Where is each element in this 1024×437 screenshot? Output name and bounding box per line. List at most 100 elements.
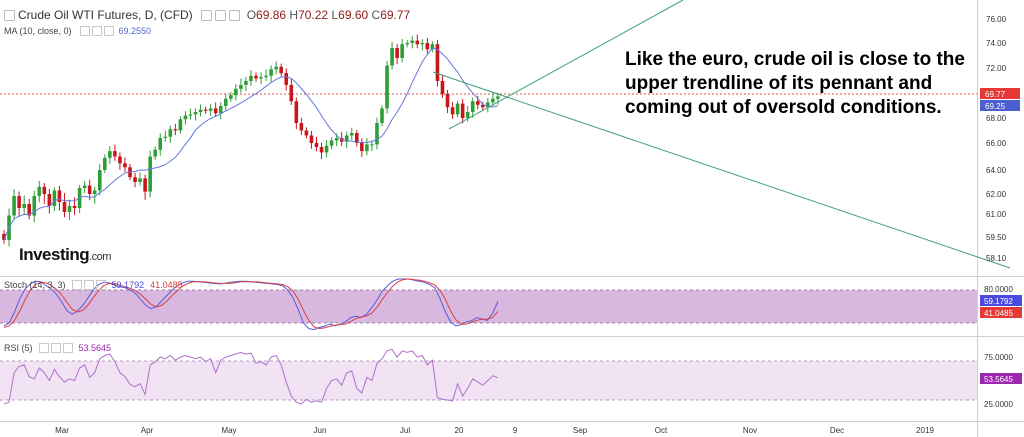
candle-body: [67, 206, 72, 212]
rsi-label: RSI (5): [4, 343, 33, 353]
moving-average-line: [3, 47, 499, 241]
candle-body: [97, 170, 102, 191]
candle-body: [22, 204, 26, 208]
rsi-settings-icon[interactable]: [50, 343, 61, 353]
candle-body: [37, 186, 42, 196]
candle-body: [491, 98, 495, 103]
candle-body: [486, 102, 490, 108]
candle-body: [218, 106, 223, 114]
candle-body: [229, 95, 233, 99]
candle-body: [173, 129, 178, 131]
candle-body: [289, 84, 294, 102]
candle-body: [62, 202, 67, 212]
candle-body: [188, 114, 193, 116]
candle-body: [294, 101, 299, 123]
time-tick-label: 2019: [916, 426, 934, 435]
price-tick-label: 72.00: [986, 64, 1007, 73]
time-tick-label: May: [221, 426, 236, 435]
rsi-tag: 53.5645: [984, 375, 1013, 384]
rsi-close-icon[interactable]: [62, 343, 73, 353]
candle-body: [400, 44, 404, 58]
time-tick-label: 9: [513, 426, 518, 435]
candle-body: [168, 129, 173, 137]
candle-body: [213, 108, 218, 114]
candle-body: [390, 48, 394, 66]
rsi-value: 53.5645: [78, 343, 112, 353]
price-tick-label: 74.00: [986, 39, 1007, 48]
instrument-title: Crude Oil WTI Futures, D, (CFD): [18, 8, 193, 22]
candle-body: [223, 98, 228, 106]
candle-body: [244, 81, 248, 85]
candle-body: [324, 145, 329, 153]
candle-body: [304, 130, 309, 136]
ma-close-icon[interactable]: [103, 26, 114, 36]
candle-body: [481, 104, 485, 108]
last-price-tag: 69.77: [985, 90, 1006, 99]
candle-body: [455, 103, 460, 115]
candle-body: [329, 140, 334, 146]
candle-body: [465, 112, 470, 118]
settings-icon[interactable]: [200, 9, 212, 21]
candle-body: [314, 143, 319, 148]
ma-eye-icon[interactable]: [79, 26, 90, 36]
collapse-icon[interactable]: [4, 9, 15, 21]
candle-body: [425, 43, 430, 50]
price-tick-label: 64.00: [986, 166, 1007, 175]
candle-body: [82, 185, 87, 188]
candle-body: [470, 101, 475, 112]
candle-body: [344, 135, 349, 142]
candle-body: [360, 143, 364, 152]
price-tick-label: 76.00: [986, 15, 1007, 24]
stoch-d-line: [3, 278, 499, 330]
candle-body: [57, 190, 62, 202]
stoch-eye-icon[interactable]: [71, 280, 82, 290]
stoch-k-tag-bg: [980, 295, 1022, 306]
ma-settings-icon[interactable]: [91, 26, 102, 36]
candle-body: [203, 109, 208, 111]
candle-body: [420, 43, 425, 45]
stoch-close-icon[interactable]: [95, 280, 106, 290]
price-tick-label: 58.10: [986, 254, 1007, 263]
time-tick-label: Oct: [655, 426, 668, 435]
stoch-d-value: 41.0485: [150, 280, 183, 290]
rsi-eye-icon[interactable]: [38, 343, 49, 353]
candle-body: [234, 88, 238, 96]
rsi-legend: RSI (5) 53.5645: [4, 343, 111, 353]
eye-icon[interactable]: [214, 9, 226, 21]
candle-body: [108, 151, 112, 158]
candle-body: [355, 133, 359, 143]
candle-body: [254, 75, 258, 79]
candle-body: [113, 151, 117, 157]
pennant-upper-trendline: [432, 71, 1011, 269]
candle-body: [430, 44, 435, 50]
candle-body: [143, 178, 147, 192]
stoch-settings-icon[interactable]: [83, 280, 94, 290]
ma-tag-bg: [980, 100, 1020, 111]
stoch-d-tag: 41.0485: [984, 309, 1013, 318]
candle-body: [415, 40, 420, 45]
time-tick-label: Mar: [55, 426, 69, 435]
candle-body: [385, 65, 389, 109]
stoch-k-tag: 59.1792: [984, 297, 1013, 306]
price-tick-label: 61.00: [986, 210, 1007, 219]
time-tick-label: Nov: [743, 426, 757, 435]
candle-body: [269, 69, 273, 76]
candle-body: [32, 196, 37, 216]
candle-body: [239, 84, 243, 89]
candle-body: [42, 186, 47, 194]
candle-body: [496, 96, 500, 99]
candle-body: [2, 233, 6, 240]
price-tick-label: 62.00: [986, 190, 1007, 199]
candle-body: [118, 156, 122, 164]
candlestick-series: [2, 34, 500, 247]
stoch-d-tag-bg: [980, 307, 1022, 318]
ma-legend: MA (10, close, 0) 69.2550: [4, 26, 151, 36]
candle-body: [450, 107, 455, 115]
close-icon[interactable]: [228, 9, 240, 21]
candle-body: [183, 115, 188, 120]
candle-body: [148, 156, 152, 192]
candle-body: [163, 136, 168, 138]
stoch-upper-tick: 80.0000: [984, 285, 1013, 294]
time-tick-label: Jul: [400, 426, 410, 435]
